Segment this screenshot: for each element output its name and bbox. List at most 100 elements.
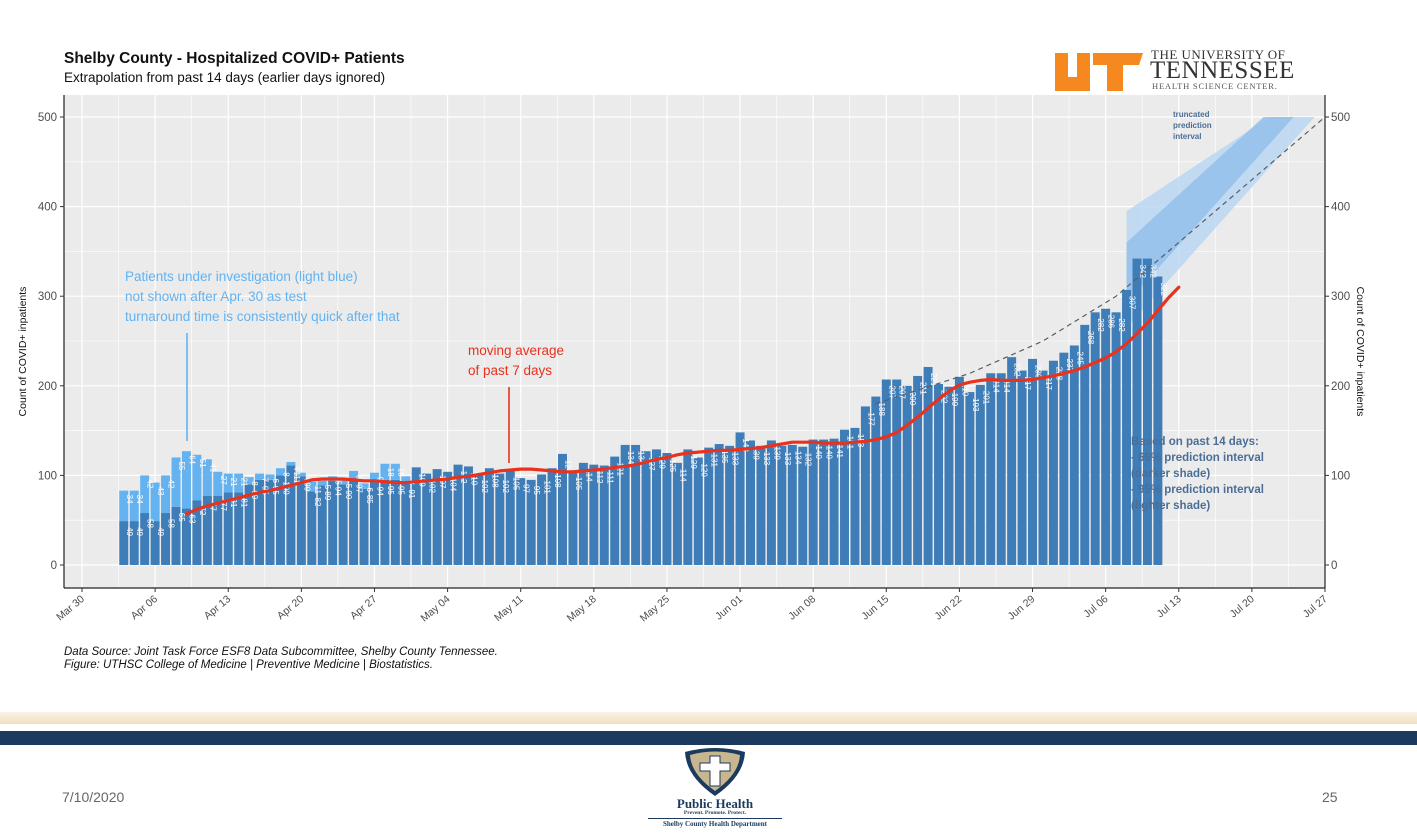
bar-value-label: 102	[480, 480, 489, 494]
bar-confirmed	[641, 451, 651, 565]
bar-confirmed	[516, 478, 526, 565]
bar-value-label: 134	[637, 451, 646, 465]
bar-confirmed	[902, 385, 912, 565]
bar-confirmed	[965, 392, 975, 565]
bar-pui	[317, 480, 327, 486]
interval-legend-line: Based on past 14 days:	[1131, 436, 1259, 448]
bar-value-label: 129	[689, 455, 698, 469]
bar-value-label: 134	[793, 451, 802, 465]
bar-value-label: 82	[313, 498, 322, 507]
bar-pui	[275, 468, 285, 476]
bar-value-label: 140	[825, 446, 834, 460]
y-tick-label-right: 0	[1331, 560, 1337, 572]
bar-confirmed	[829, 438, 839, 565]
bar-pui-label: 7	[261, 478, 270, 483]
bar-pui-label: 41	[208, 463, 217, 472]
bar-value-label: 140	[814, 446, 823, 460]
bar-confirmed	[996, 373, 1006, 565]
bar-pui-label: 6	[365, 487, 374, 492]
bar-confirmed	[192, 500, 202, 565]
bar-confirmed	[234, 492, 244, 565]
bar-value-label: 102	[428, 480, 437, 494]
bar-confirmed	[338, 484, 348, 565]
bar-value-label: 112	[595, 471, 604, 484]
bar-pui-label: 9	[375, 477, 384, 482]
bar-confirmed	[453, 464, 463, 565]
bar-confirmed	[484, 468, 494, 565]
public-health-title: Public Health	[676, 796, 754, 811]
bar-confirmed	[150, 521, 160, 565]
bar-pui	[181, 451, 191, 509]
bar-confirmed	[1080, 324, 1090, 565]
pui-annotation-line: not shown after Apr. 30 as test	[125, 289, 307, 304]
bar-confirmed	[359, 488, 369, 565]
bar-confirmed	[892, 379, 902, 565]
bar-pui	[192, 454, 202, 501]
bar-pui-label: 8	[355, 475, 364, 480]
bar-confirmed	[1101, 308, 1111, 565]
bar-value-label: 217	[1044, 377, 1053, 391]
bar-confirmed	[913, 375, 923, 565]
bar-value-label: 94	[375, 487, 384, 496]
y-tick-label-left: 200	[38, 381, 57, 393]
bar-value-label: 307	[1128, 296, 1137, 310]
bar-pui-label: 51	[198, 459, 207, 468]
bar-pui	[390, 463, 400, 480]
bar-value-label: 129	[657, 455, 666, 469]
bar-pui	[255, 473, 265, 480]
y-tick-label-right: 500	[1331, 112, 1350, 124]
bar-confirmed	[369, 480, 379, 565]
bar-value-label: 49	[125, 527, 134, 536]
bar-value-label: 286	[1107, 315, 1116, 329]
bar-confirmed	[328, 480, 338, 565]
bar-value-label: 268	[1086, 331, 1095, 345]
bar-value-label: 133	[762, 452, 771, 466]
bar-pui-label: 18	[396, 468, 405, 477]
bar-confirmed	[954, 376, 964, 565]
bar-pui-label: 21	[229, 478, 238, 487]
bar-value-label: 90	[344, 490, 353, 499]
bar-value-label: 81	[240, 498, 249, 507]
bar-pui-label: 4	[292, 466, 301, 471]
bar-confirmed	[766, 440, 776, 565]
bar-value-label: 58	[146, 519, 155, 528]
y-tick-label-left: 400	[38, 202, 57, 214]
bar-value-label: 111	[292, 472, 301, 485]
interval-legend-line: (lighter shade)	[1131, 500, 1210, 512]
bar-confirmed	[599, 465, 609, 565]
y-tick-label-right: 100	[1331, 470, 1350, 482]
y-tick-label-right: 300	[1331, 291, 1350, 303]
bar-confirmed	[589, 464, 599, 565]
x-tick-label: Jul 20	[1228, 593, 1257, 620]
bar-pui	[244, 477, 254, 485]
bar-confirmed	[652, 449, 661, 565]
bar-confirmed	[265, 479, 275, 565]
bar-value-label: 110	[469, 472, 478, 485]
bar-confirmed	[1069, 345, 1079, 565]
moving-average-annotation-line: of past 7 days	[468, 363, 552, 378]
bar-pui-label: 42	[146, 479, 155, 488]
bar-value-label: 342	[1138, 265, 1147, 279]
bar-value-label: 245	[1075, 351, 1084, 365]
bar-confirmed	[986, 373, 996, 565]
bar-pui-label: 4	[302, 477, 311, 482]
chart-title: Shelby County - Hospitalized COVID+ Pati…	[64, 50, 405, 67]
bar-value-label: 63	[187, 515, 196, 524]
y-axis-title-right: Count of COVID+ inpatients	[1354, 287, 1366, 417]
bar-confirmed	[526, 479, 536, 565]
y-tick-label-left: 0	[51, 560, 57, 572]
logo-divider	[648, 818, 782, 819]
bar-value-label: 105	[511, 477, 520, 491]
bar-confirmed	[432, 469, 442, 565]
x-tick-label: Jun 29	[1006, 593, 1038, 623]
bar-pui	[161, 475, 171, 514]
bar-value-label: 81	[229, 498, 238, 507]
bar-value-label: 177	[866, 412, 875, 426]
bar-value-label: 132	[804, 453, 813, 467]
bar-confirmed	[1132, 258, 1142, 565]
bar-value-label: 125	[668, 459, 677, 473]
bar-confirmed	[1090, 312, 1100, 565]
x-tick-label: Mar 30	[54, 593, 87, 623]
data-source-note: Data Source: Joint Task Force ESF8 Data …	[64, 646, 498, 672]
bar-value-label: 114	[678, 469, 687, 482]
